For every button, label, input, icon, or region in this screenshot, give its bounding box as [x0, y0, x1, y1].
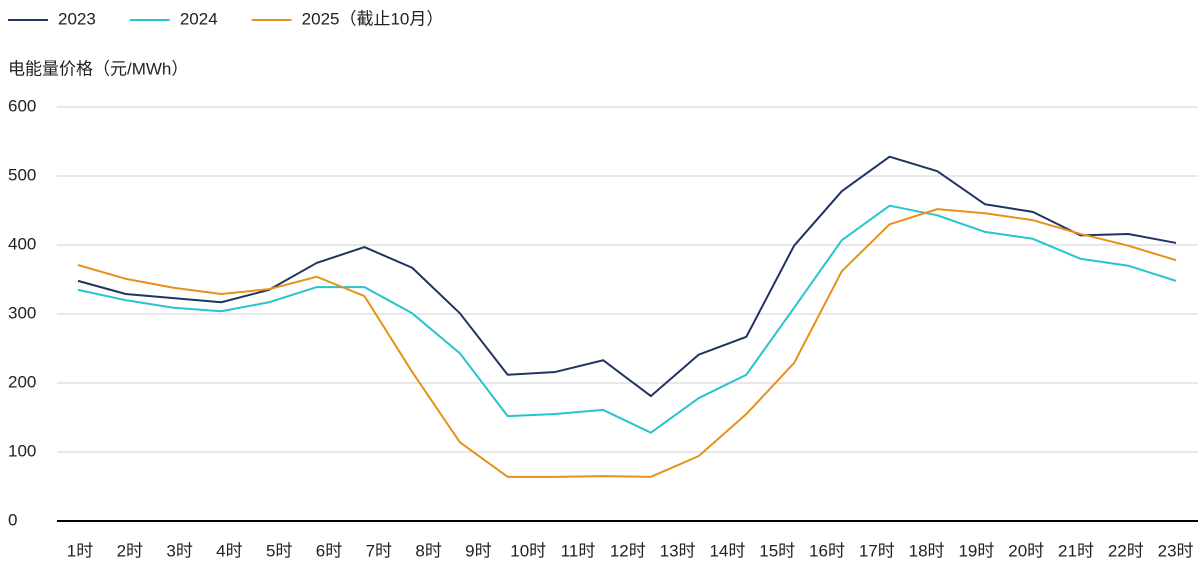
x-tick-label: 2时 [117, 541, 143, 560]
x-tick-label: 10时 [510, 541, 546, 560]
x-tick-label: 12时 [610, 541, 646, 560]
y-tick-label: 100 [8, 441, 36, 460]
x-tick-label: 8时 [415, 541, 441, 560]
x-tick-label: 14时 [709, 541, 745, 560]
x-tick-label: 23时 [1158, 541, 1194, 560]
x-tick-label: 5时 [266, 541, 292, 560]
x-tick-label: 7时 [366, 541, 392, 560]
y-axis-label: 电能量价格（元/MWh） [8, 59, 188, 78]
x-tick-label: 20时 [1008, 541, 1044, 560]
x-tick-label: 13时 [660, 541, 696, 560]
x-tick-label: 21时 [1058, 541, 1094, 560]
y-tick-label: 300 [8, 303, 36, 322]
x-tick-label: 16时 [809, 541, 845, 560]
y-tick-label: 500 [8, 165, 36, 184]
x-tick-label: 17时 [859, 541, 895, 560]
x-tick-label: 9时 [465, 541, 491, 560]
x-tick-label: 22时 [1108, 541, 1144, 560]
line-series [77, 208, 1177, 478]
x-tick-label: 15时 [759, 541, 795, 560]
y-tick-label: 0 [8, 510, 17, 529]
x-tick-label: 4时 [216, 541, 242, 560]
legend-label: 2023 [58, 9, 96, 28]
y-tick-label: 600 [8, 96, 36, 115]
x-tick-label: 18时 [909, 541, 945, 560]
y-tick-label: 200 [8, 372, 36, 391]
x-tick-label: 19时 [958, 541, 994, 560]
x-tick-label: 6时 [316, 541, 342, 560]
y-tick-label: 400 [8, 234, 36, 253]
line-series [77, 204, 1177, 434]
x-tick-label: 11时 [561, 541, 596, 560]
legend-label: 2024 [180, 9, 218, 28]
line-series [77, 155, 1177, 398]
x-tick-label: 3时 [166, 541, 192, 560]
x-tick-label: 1时 [67, 541, 93, 560]
legend-label: 2025（截止10月） [302, 9, 444, 28]
